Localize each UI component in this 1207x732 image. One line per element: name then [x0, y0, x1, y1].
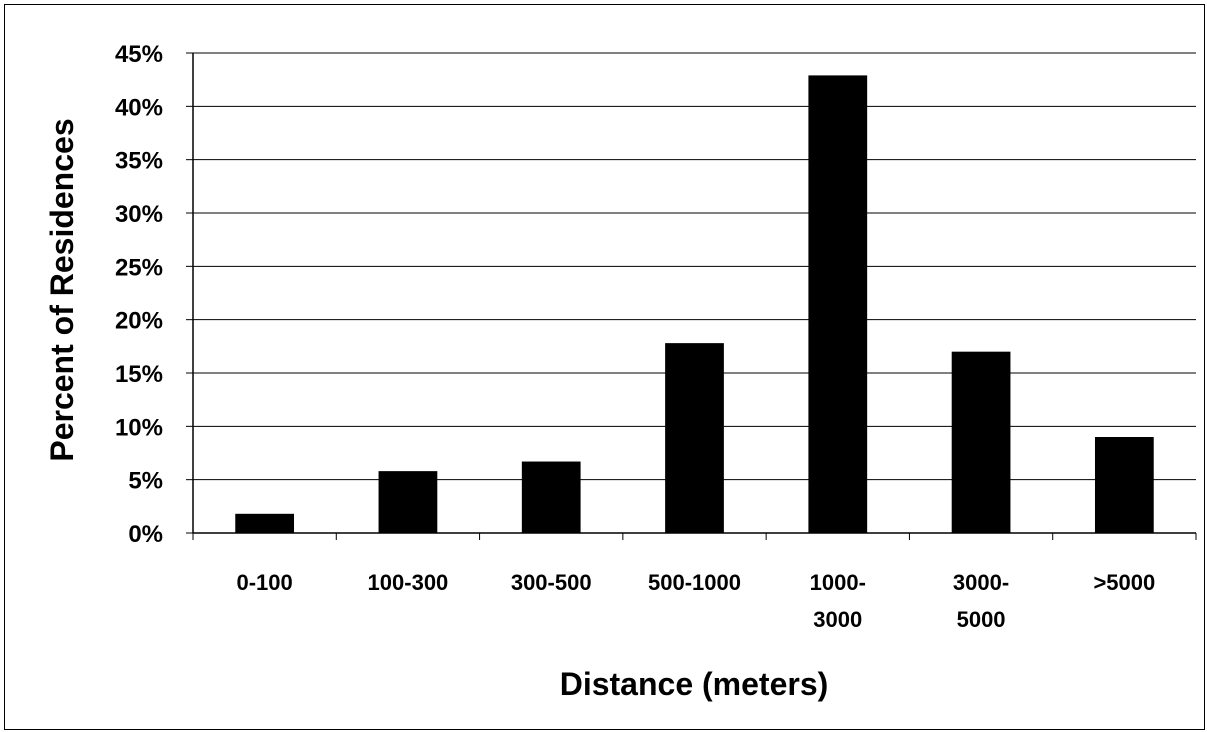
x-tick-labels: 0-100 100-300 300-500 500-1000 1000-3000 3000…: [237, 570, 1156, 632]
y-tick-labels: 0% 5% 10% 15% 20% 25% 30% 35% 40% 45%: [115, 41, 163, 548]
y-tick-label: 15%: [115, 361, 163, 388]
bars: [235, 75, 1154, 534]
y-axis-title: Percent of Residences: [44, 118, 80, 461]
y-tick-label: 35%: [115, 148, 163, 175]
x-tick-label: 0-100: [237, 570, 293, 595]
bar: [808, 75, 868, 534]
bar: [951, 351, 1011, 533]
bar: [665, 343, 724, 533]
x-tick-label: 500-1000: [648, 570, 741, 595]
axes: [186, 52, 1197, 540]
y-tick-label: 5%: [128, 468, 163, 495]
y-tick-label: 0%: [128, 521, 163, 548]
y-tick-label: 45%: [115, 41, 163, 68]
bar: [1094, 437, 1154, 533]
y-tick-label: 25%: [115, 254, 163, 281]
bar: [521, 461, 581, 533]
x-axis-title: Distance (meters): [560, 666, 829, 702]
bar: [378, 471, 438, 533]
bar: [235, 513, 295, 533]
y-tick-label: 30%: [115, 201, 163, 228]
x-tick-label: 3000-5000: [953, 570, 1009, 632]
y-tick-label: 20%: [115, 308, 163, 335]
x-tick-label: 1000-3000: [810, 570, 866, 632]
chart-frame: [4, 4, 1205, 730]
x-tick-label: 300-500: [511, 570, 592, 595]
x-tick-label: >5000: [1093, 570, 1155, 595]
x-tick-label: 100-300: [368, 570, 449, 595]
gridlines: [193, 52, 1196, 481]
y-tick-label: 10%: [115, 414, 163, 441]
y-tick-label: 40%: [115, 94, 163, 121]
